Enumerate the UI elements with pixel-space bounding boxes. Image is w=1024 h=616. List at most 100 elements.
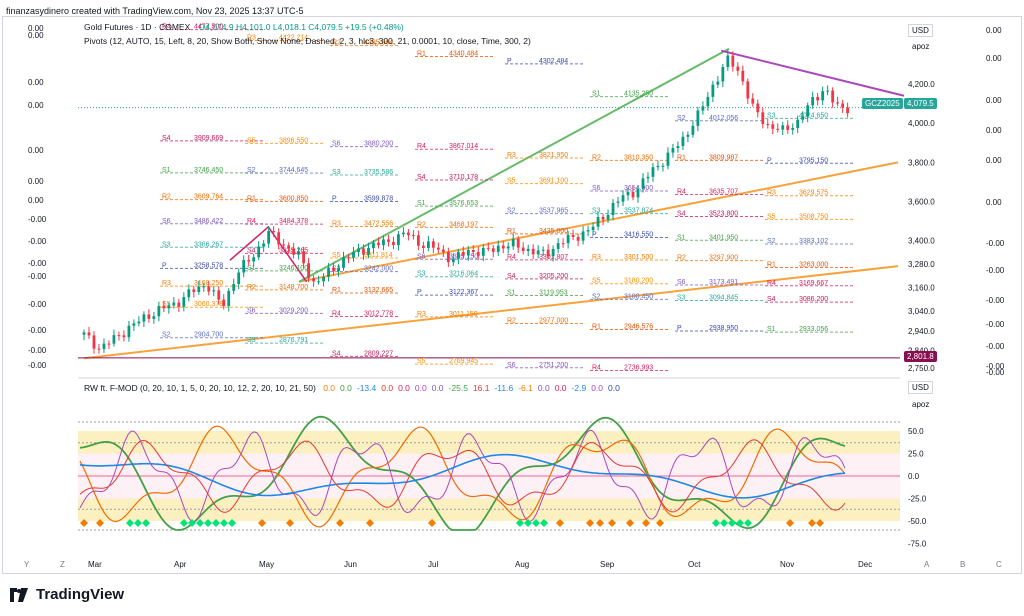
signal-diamond (540, 519, 548, 527)
pivot-level-value: 3880.200 (364, 141, 393, 148)
pivot-level-value: 2904.700 (194, 332, 223, 339)
pivot-level-label: R4 (247, 218, 256, 225)
signal-diamond (228, 519, 236, 527)
time-axis-label: Mar (88, 560, 102, 569)
level-badge: 2,801.8 (904, 351, 937, 362)
signal-diamond (786, 519, 794, 527)
candle-body (816, 97, 820, 101)
signal-diamond (96, 519, 104, 527)
candle-body (177, 302, 181, 307)
signal-diamond (258, 519, 266, 527)
candle-body (581, 231, 585, 241)
candle-body (242, 259, 246, 273)
control-c[interactable]: C (996, 560, 1002, 569)
control-z[interactable]: Z (60, 560, 65, 569)
pivot-level-value: 3029.200 (279, 307, 308, 314)
signal-diamond (196, 519, 204, 527)
candle-body (332, 267, 335, 272)
candle-body (676, 146, 680, 149)
pivot-level-value: 3468.197 (449, 221, 478, 228)
candle-body (501, 245, 505, 249)
currency-selector-2[interactable]: USD (908, 381, 933, 394)
candle-body (536, 250, 540, 255)
oscillator-line-green (79, 415, 846, 531)
right-scale-label: 0.00 (986, 96, 1002, 105)
candle-body (257, 246, 261, 258)
control-b[interactable]: B (960, 560, 966, 569)
signal-diamond (712, 519, 720, 527)
pivot-level-label: R2 (247, 284, 256, 291)
candle-body (806, 105, 810, 117)
signal-diamond (366, 519, 374, 527)
candle-body (342, 257, 345, 268)
pivot-level-value: 3795.150 (799, 157, 828, 164)
pivot-level-label: R1 (677, 154, 686, 161)
pivot-level-label: S4 (332, 350, 341, 357)
candle-body (327, 267, 330, 277)
pivot-level-label: S5 (507, 178, 516, 185)
signal-diamond (744, 519, 752, 527)
candle-body (436, 247, 440, 250)
pivot-level-value: 3205.200 (539, 273, 568, 280)
pivot-level-value: 3180.200 (624, 278, 653, 285)
scale-mode[interactable]: apoz (912, 42, 930, 51)
right-scale-label: 0.00 (986, 156, 1002, 165)
currency-selector[interactable]: USD (908, 24, 933, 37)
pivot-level-value: 2977.000 (539, 318, 568, 325)
right-scale-label: -0.00 (986, 362, 1005, 371)
pivot-level-label: S4 (162, 135, 171, 142)
price-axis-tick: 4,000.0 (908, 119, 935, 128)
pivot-level-label: S5 (417, 358, 426, 365)
pivot-level-label: P (767, 157, 772, 164)
control-y[interactable]: Y (24, 560, 30, 569)
right-scale-label: 0.00 (986, 126, 1002, 135)
oscillator-value: 0.0 (414, 383, 427, 393)
candle-body (546, 249, 550, 257)
candle-body (132, 323, 136, 326)
signal-diamond (286, 519, 294, 527)
oscillator-value: -6.1 (518, 383, 533, 393)
pivot-level-label: R2 (592, 154, 601, 161)
control-a[interactable]: A (924, 560, 930, 569)
candle-body (811, 97, 815, 106)
candle-body (232, 283, 236, 291)
candle-body (307, 263, 310, 279)
pivot-level-label: S5 (247, 137, 256, 144)
candle-body (671, 148, 675, 153)
oscillator-name[interactable]: RW ft. F-MOD (0, 20, 10, 1, 5, 0, 20, 10… (84, 383, 316, 393)
candle-body (591, 226, 595, 231)
pivot-level-label: S3 (417, 271, 426, 278)
scale-mode-2[interactable]: apoz (912, 400, 930, 409)
oscillator-value: 0.0 (398, 383, 410, 393)
time-axis-label: Jun (344, 560, 357, 569)
right-scale-label: 0.00 (986, 54, 1002, 63)
pivot-level-value: 3148.700 (279, 284, 308, 291)
candle-body (222, 299, 226, 307)
price-axis-tick: 3,600.0 (908, 198, 935, 207)
pivot-level-value: 3383.102 (799, 238, 828, 245)
left-scale-label: 0.00 (28, 146, 44, 155)
candle-body (566, 235, 570, 244)
candle-body (162, 306, 166, 309)
signal-diamond (212, 519, 220, 527)
candle-body (621, 195, 625, 202)
signal-diamond (126, 519, 134, 527)
candle-body (466, 250, 470, 256)
symbol-badge-name: GCZ2025 (865, 99, 900, 108)
pivot-level-value: 3301.807 (539, 254, 568, 261)
pivot-level-label: R4 (592, 365, 601, 372)
pivot-level-label: P (677, 325, 682, 332)
pivot-level-value: 3301.500 (624, 254, 653, 261)
oscillator-value: 0.0 (554, 383, 567, 393)
pivot-level-label: S2 (592, 293, 601, 300)
pivot-level-value: 3909.669 (194, 135, 223, 142)
pivot-level-value: 3486.422 (194, 218, 223, 225)
pivot-level-value: 3484.378 (279, 218, 308, 225)
pivots-indicator-label[interactable]: Pivots (12, AUTO, 15, Left, 8, 20, Show … (84, 36, 531, 46)
candle-body (431, 241, 435, 248)
pivot-level-value: 3600.850 (279, 195, 308, 202)
signal-diamond (608, 519, 616, 527)
pivot-level-value: 4340.484 (449, 50, 478, 57)
pivot-level-value: 4135.250 (624, 91, 653, 98)
